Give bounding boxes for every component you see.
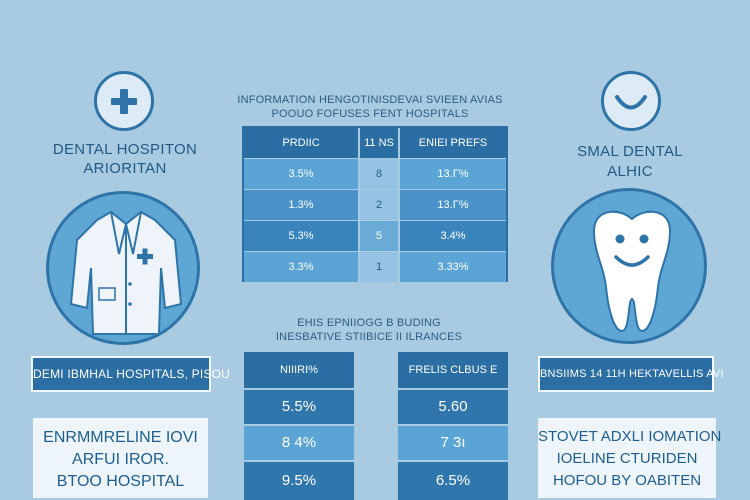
right-card: STOVET ADXLI IOMATION IOELINE CTURIDEN H… (538, 418, 722, 498)
table-row: 5.3% 5 3.4% (244, 221, 506, 251)
info-title-line1: INFORMATION HENGOTINISDEVAI SVIEEN AVIAS (237, 94, 503, 106)
plus-icon (94, 71, 154, 131)
right-card-line3: HOFOU BY OABITEN (552, 472, 702, 489)
left-card-line2: ARFUI IROR. (72, 451, 169, 468)
table-row: 1.3% 2 13.Γ% (244, 190, 506, 220)
right-card-line2: IOELINE CTURIDEN (556, 450, 698, 467)
mini-table-cell: 8 4% (244, 426, 354, 460)
table-cell: 3.4% (400, 221, 506, 251)
left-title: DENTAL HOSPITON ARIORITAN (20, 140, 230, 178)
doctor-coat-icon (46, 191, 200, 345)
sub-title-line1: EHIS EPNIIOGG B BUDING (297, 317, 441, 329)
mini-table-cell: 5.60 (398, 390, 508, 424)
table-cell: 1.3% (244, 190, 358, 220)
info-title: INFORMATION HENGOTINISDEVAI SVIEEN AVIAS… (230, 93, 510, 121)
header-cell: 11 NS (358, 128, 400, 158)
table-cell: 5.3% (244, 221, 358, 251)
mini-table-cell: 7 3ı (398, 426, 508, 460)
tooth-icon (551, 188, 707, 344)
right-banner: BNSIIMS 14 11H HEKTAVELLIS AVI (538, 356, 724, 392)
table-cell: 2 (358, 190, 400, 220)
right-mini-table: FRELIS CLBUS E 5.60 7 3ı 6.5% (398, 352, 508, 500)
header-cell: ENIEI PREFS (418, 137, 488, 149)
right-card-line1: STOVET ADXLI IOMATION (538, 428, 722, 445)
table-cell: 13.Γ% (400, 159, 506, 189)
stats-table: PRDIIC 11 NS ENIEI PREFS 3.5% 8 13.Γ% 1.… (242, 126, 508, 282)
mini-table-cell: 6.5% (398, 462, 508, 500)
left-title-line1: DENTAL HOSPITON (52, 141, 198, 158)
mini-table-cell: 5.5% (244, 390, 354, 424)
table-row: 3.5% 8 13.Γ% (244, 159, 506, 189)
header-cell: PRDIIC (282, 137, 320, 149)
table-row: 3.3% 1 3.33% (244, 252, 506, 282)
left-title-line2: ARIORITAN (83, 160, 167, 177)
table-header: PRDIIC 11 NS ENIEI PREFS (244, 128, 506, 158)
left-banner: DEMI IBMHAL HOSPITALS, PISOU (31, 356, 230, 392)
left-mini-table: NIIIRI% 5.5% 8 4% 9.5% (244, 352, 354, 500)
left-card: ENRMMRELINE IOVI ARFUI IROR. BTOO HOSPIT… (33, 418, 208, 498)
mini-table-header: FRELIS CLBUS E (398, 352, 508, 388)
info-title-line2: POOUO FOFUSES FENT HOSPITALS (271, 108, 469, 120)
table-cell: 3.33% (400, 252, 506, 282)
right-title: SMAL DENTAL ALHIC (545, 142, 715, 182)
sub-title-line2: INESBATIVE STIIBICE II ILRANCES (275, 331, 463, 343)
right-title-line1: SMAL DENTAL (577, 143, 683, 160)
table-cell: 3.5% (244, 159, 358, 189)
sub-title: EHIS EPNIIOGG B BUDING INESBATIVE STIIBI… (274, 316, 464, 344)
right-title-line2: ALHIC (607, 163, 653, 180)
mini-table-header: NIIIRI% (244, 352, 354, 388)
table-cell: 8 (358, 159, 400, 189)
table-cell: 13.Γ% (400, 190, 506, 220)
left-card-line3: BTOO HOSPITAL (56, 473, 185, 490)
table-cell: 5 (358, 221, 400, 251)
smile-icon (601, 71, 661, 131)
left-card-line1: ENRMMRELINE IOVI (43, 429, 198, 446)
mini-table-cell: 9.5% (244, 462, 354, 500)
table-cell: 1 (358, 252, 400, 282)
table-cell: 3.3% (244, 252, 358, 282)
